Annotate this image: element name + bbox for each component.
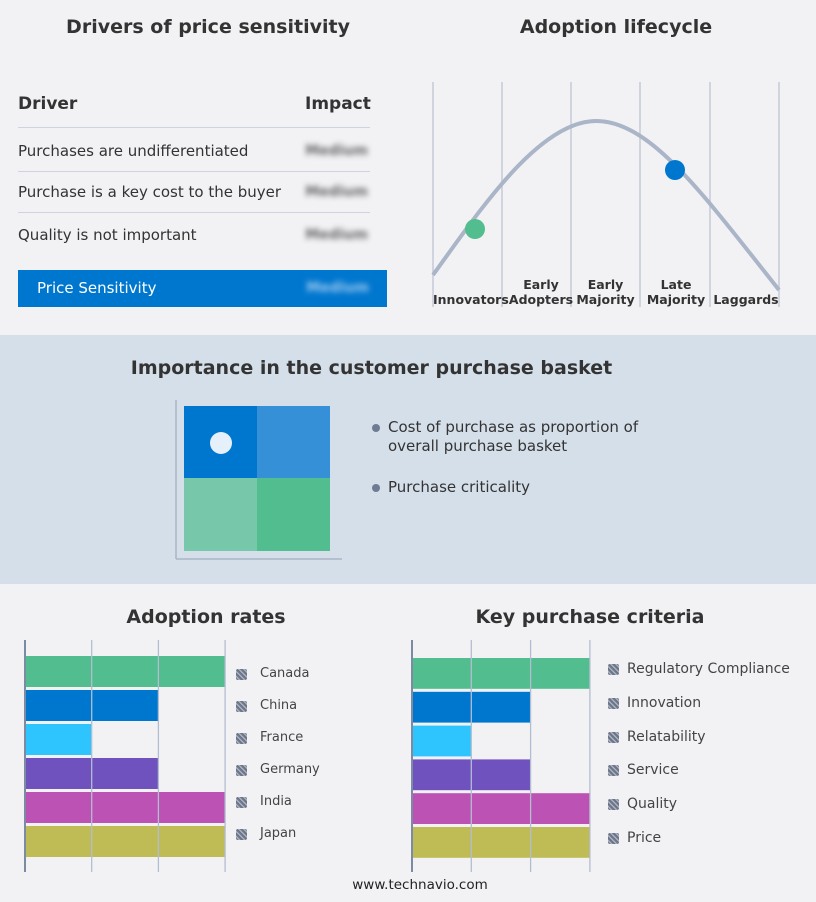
adoption-curve [431,118,781,292]
legend-swatch-icon [236,669,247,680]
basket-matrix [175,400,342,560]
price-sensitivity-summary: Price Sensitivity Medium [18,270,387,307]
legend-label: Germany [260,762,320,777]
legend-swatch-icon [608,664,619,675]
impact-header: Impact [305,94,371,114]
legend-swatch-icon [608,697,619,709]
basket-title: Importance in the customer purchase bask… [130,357,613,379]
legend-swatch-icon [608,731,619,743]
bar-regulatory-compliance [412,658,590,689]
legend-label: Service [627,762,679,779]
bar-canada [25,656,226,687]
innovators-marker [465,219,485,239]
legend-swatch-icon [236,701,247,712]
driver-header: Driver [18,94,78,114]
footer-url: www.technavio.com [352,877,488,893]
drivers-title: Drivers of price sensitivity [66,16,350,38]
basket-legend-cost: Cost of purchase as proportion of overal… [388,418,639,455]
kpc-title: Key purchase criteria [475,606,705,628]
legend-swatch-icon [608,799,619,811]
lifecycle-title: Adoption lifecycle [519,16,713,38]
stage-label: Early Adopters [508,277,574,307]
legend-label: Quality [627,796,678,813]
legend-swatch-icon [236,797,247,808]
stage-label: Late Majority [646,277,706,307]
basket-section [0,335,816,584]
bar-japan [25,826,226,857]
adoption-rates-title: Adoption rates [126,606,286,628]
driver-row: Quality is not important Medium [18,226,368,244]
legend-label: India [260,794,292,809]
legend-swatch-icon [608,833,619,844]
legend-label: China [260,698,298,713]
driver-row: Purchases are undifferentiated Medium [18,130,370,172]
legend-label: Innovation [627,694,702,711]
legend-label: France [260,730,304,745]
legend-label: Regulatory Compliance [627,661,790,677]
legend-label: Relatability [627,728,706,745]
bar-france [25,724,92,755]
adoption-rates-chart [24,640,226,872]
legend-swatch-icon [236,765,247,776]
late-majority-marker [665,160,685,180]
legend-swatch-icon [236,733,247,744]
lifecycle-chart [431,82,781,307]
bar-quality [412,793,590,824]
driver-row: Purchase is a key cost to the buyer Mediu… [18,171,370,213]
legend-label: Price [627,830,662,846]
kpc-chart [411,640,591,872]
legend-swatch-icon [236,829,247,840]
bar-price [412,827,590,858]
legend-label: Japan [260,826,297,841]
bar-india [25,792,226,823]
basket-legend-criticality: Purchase criticality [388,478,531,496]
legend-swatch-icon [608,765,619,777]
bar-relatability [412,725,472,757]
legend-label: Canada [260,666,310,681]
stage-label: Early Majority [576,277,635,307]
stage-label: Innovators [433,292,509,307]
stage-label: Laggards [713,292,779,307]
